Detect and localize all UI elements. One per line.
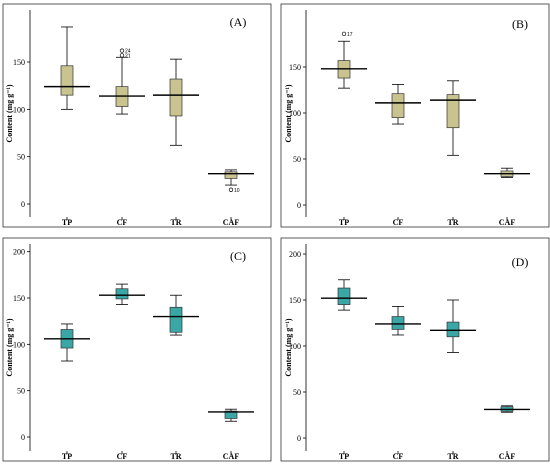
panel-label: (B)	[512, 17, 528, 31]
box-tp	[60, 65, 74, 96]
box-caf	[224, 171, 238, 179]
y-tick-label: 200	[289, 250, 301, 259]
x-tick-label-tr: TR	[447, 452, 458, 461]
x-tick-label-tp: TP	[62, 452, 72, 461]
box-tr	[446, 321, 460, 338]
y-tick-label: 50	[17, 153, 25, 162]
y-tick-label: 100	[289, 109, 301, 118]
panel-frame	[2, 237, 272, 462]
box-tr	[169, 78, 183, 117]
panel-label: (A)	[230, 15, 247, 29]
x-tick-label-caf: CAF	[499, 218, 516, 227]
outlier-label-cf: 21	[125, 53, 131, 59]
y-tick-label: 150	[13, 294, 25, 303]
outlier-label-cf: 24	[125, 49, 131, 55]
x-tick-label-caf: CAF	[223, 218, 240, 227]
y-tick-label: 100	[13, 105, 25, 114]
y-tick-label: 150	[289, 296, 301, 305]
box-tr	[446, 94, 460, 129]
y-tick-label: 0	[21, 433, 25, 442]
outlier-point-tp	[341, 31, 347, 37]
box-cf	[391, 316, 405, 330]
outlier-point-cf	[119, 48, 125, 53]
y-tick-label: 100	[13, 340, 25, 349]
box-tp	[337, 287, 351, 305]
y-tick-label: 150	[289, 63, 301, 72]
panel-frame	[280, 237, 550, 462]
x-tick-label-caf: CAF	[223, 452, 240, 461]
y-tick-label: 50	[293, 155, 301, 164]
y-tick-label: 200	[13, 248, 25, 257]
y-tick-label: 150	[13, 58, 25, 67]
x-tick-label-cf: CF	[393, 218, 404, 227]
x-tick-label-tr: TR	[447, 218, 458, 227]
y-axis-label: Content (mg g⁻¹)	[5, 84, 14, 143]
panel-frame	[280, 3, 550, 228]
y-tick-label: 0	[297, 434, 301, 443]
outlier-point-cf	[119, 53, 125, 58]
x-tick-label-tp: TP	[62, 218, 72, 227]
x-tick-label-cf: CF	[117, 452, 128, 461]
y-axis-label: Content (mg g⁻¹)	[284, 318, 293, 377]
panel-label: (D)	[512, 255, 529, 269]
x-tick-label-caf: CAF	[499, 452, 516, 461]
y-tick-label: 50	[17, 387, 25, 396]
x-tick-label-tp: TP	[339, 452, 349, 461]
box-cf	[115, 288, 129, 300]
outlier-label-tp: 17	[347, 32, 353, 38]
panel-frame	[2, 3, 272, 228]
box-caf	[224, 410, 238, 419]
y-axis-label: Content (mg g⁻¹)	[5, 318, 14, 377]
outlier-label-caf: 10	[234, 188, 240, 194]
x-tick-label-tp: TP	[339, 218, 349, 227]
y-tick-label: 0	[297, 201, 301, 210]
x-tick-label-tr: TR	[170, 218, 181, 227]
y-axis-label: Content (mg g⁻¹)	[284, 84, 293, 143]
y-tick-label: 0	[21, 200, 25, 209]
x-tick-label-cf: CF	[393, 452, 404, 461]
box-tr	[169, 306, 183, 333]
panel-label: (C)	[230, 249, 246, 263]
x-tick-label-cf: CF	[117, 218, 128, 227]
y-tick-label: 50	[293, 388, 301, 397]
outlier-point-caf	[228, 187, 234, 192]
y-tick-label: 100	[289, 342, 301, 351]
box-cf	[391, 93, 405, 118]
x-tick-label-tr: TR	[170, 452, 181, 461]
